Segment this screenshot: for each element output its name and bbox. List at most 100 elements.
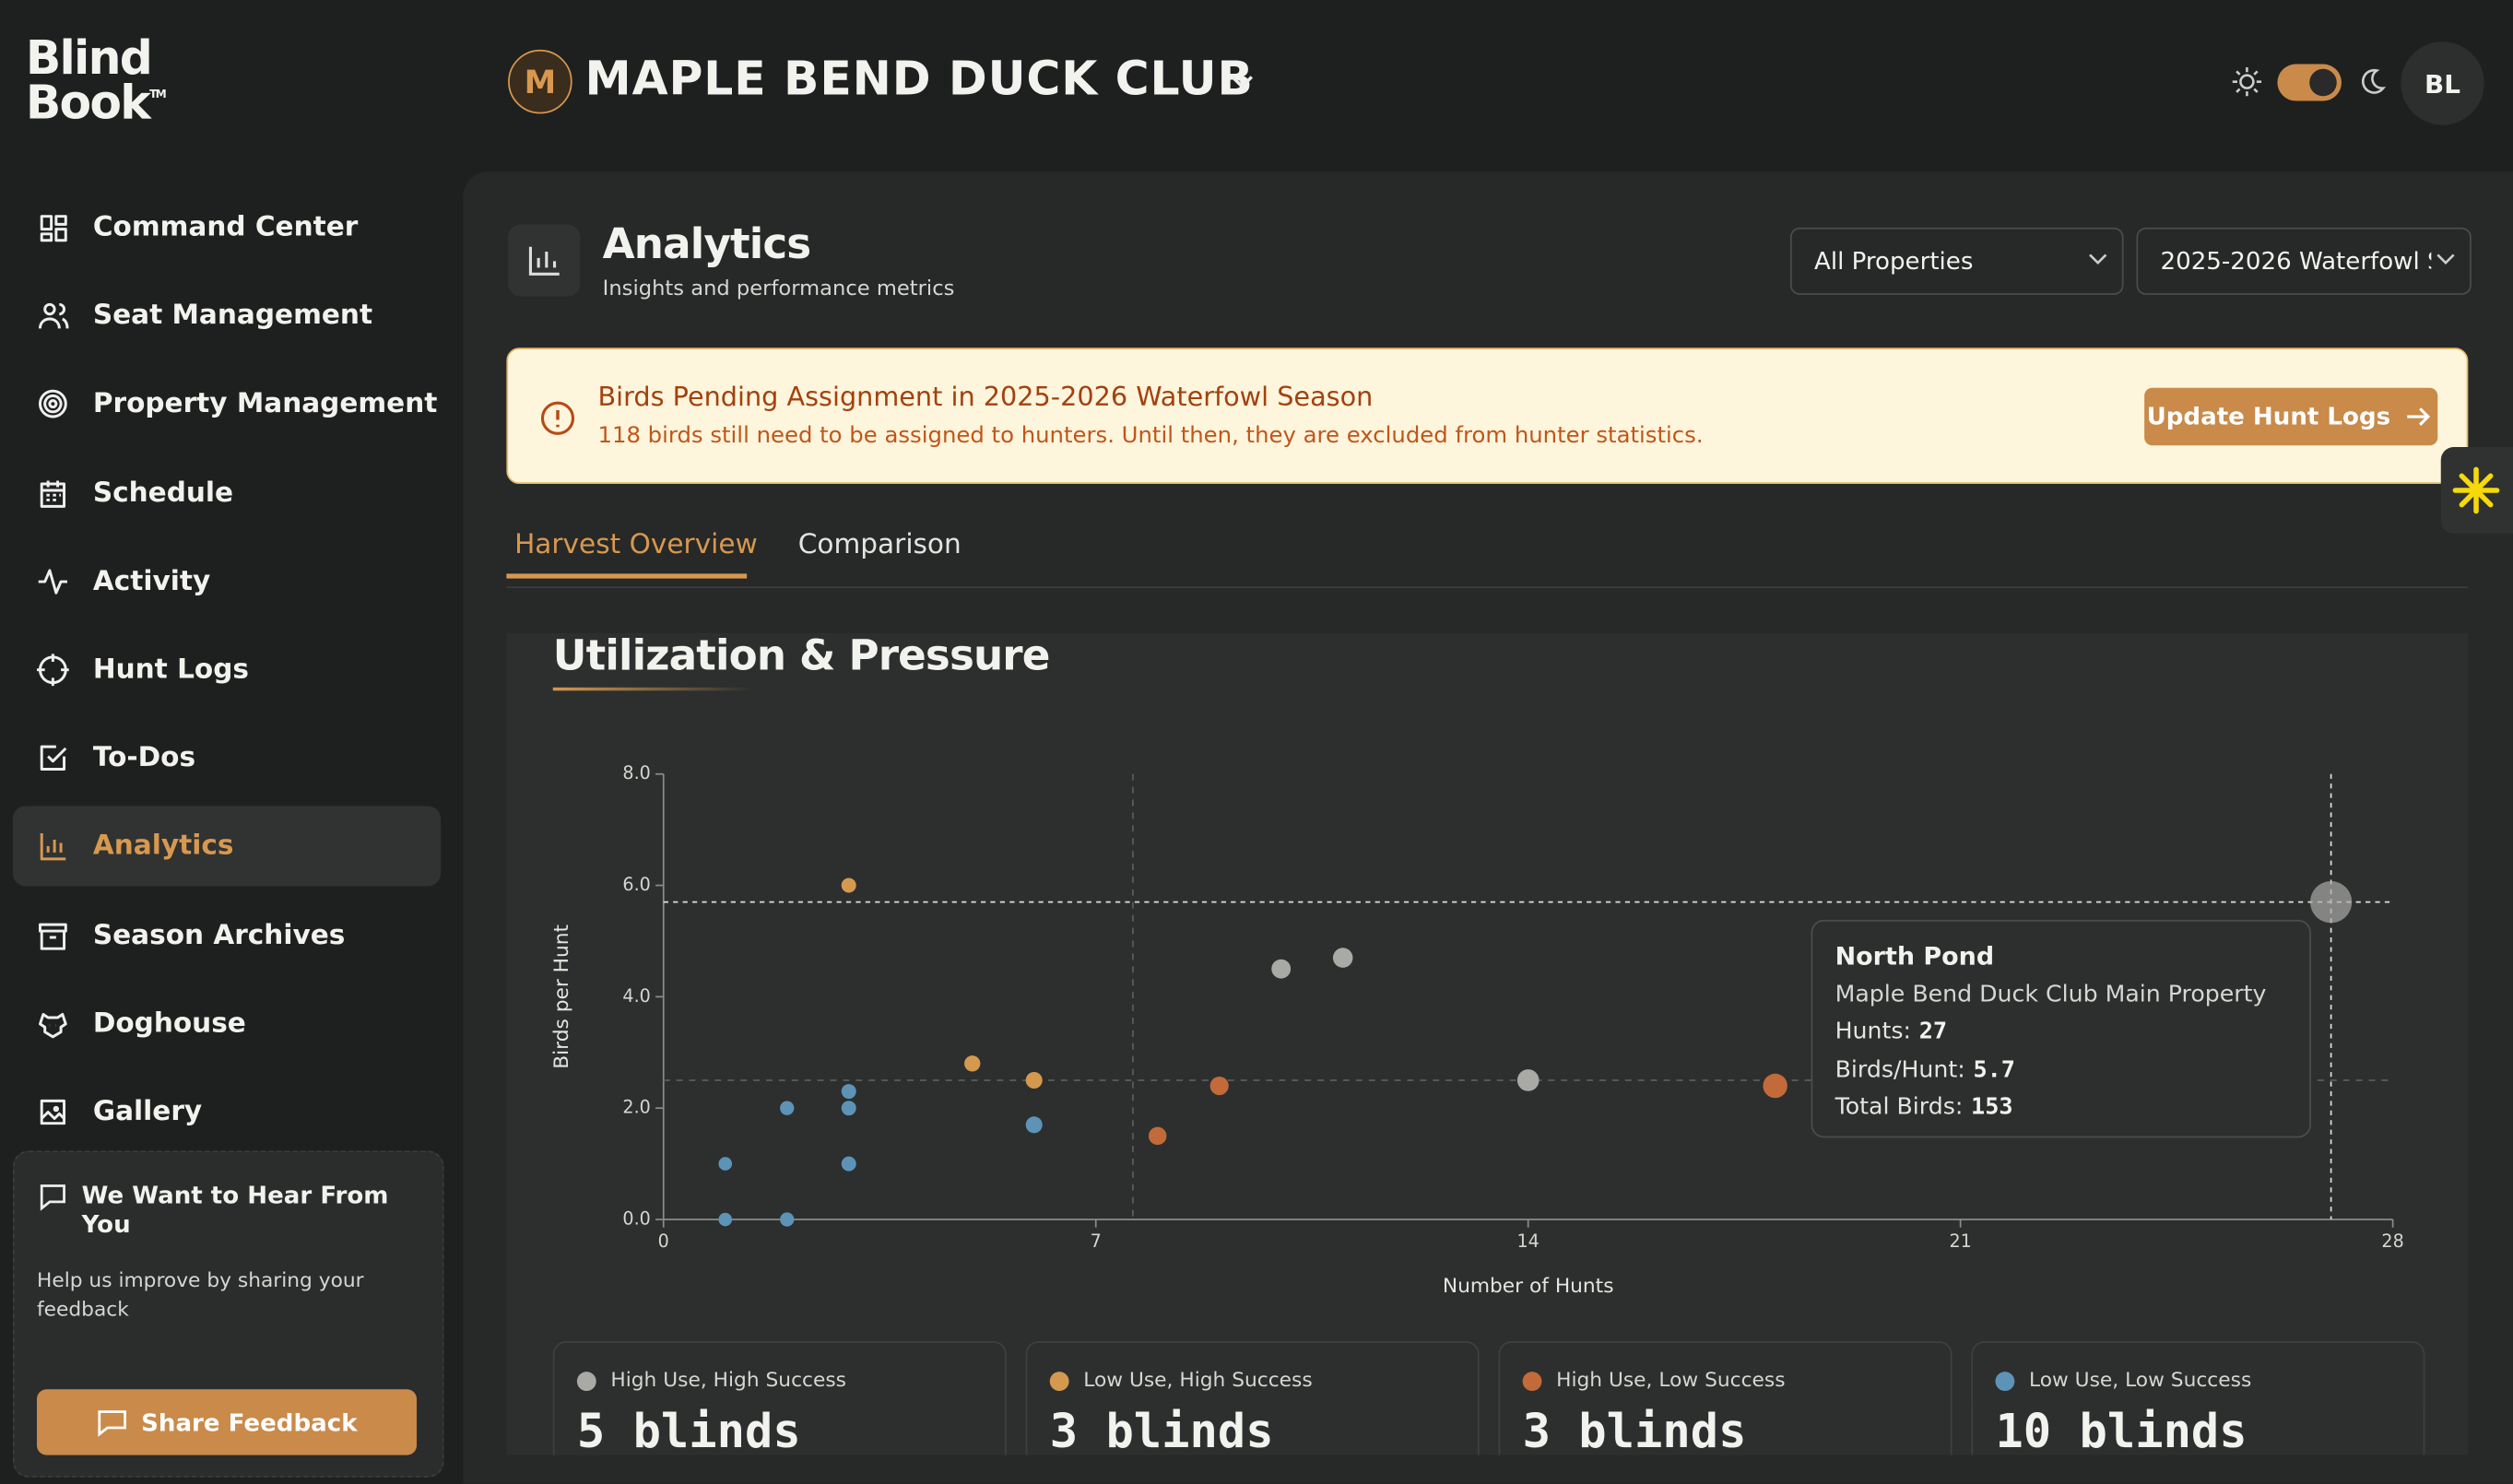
- nav-item[interactable]: Hunt Logs: [13, 630, 441, 710]
- icon: [40, 1184, 65, 1211]
- icon-path: [40, 479, 66, 508]
- legend-card: Low Use, High Success 3 blinds: [1025, 1341, 1480, 1455]
- tooltip: North Pond Maple Bend Duck Club Main Pro…: [1811, 919, 2311, 1138]
- dropdown-label: All Properties: [1814, 246, 1974, 277]
- x-tick-label: 28: [2381, 1231, 2403, 1252]
- point: [1209, 1076, 1229, 1096]
- nav-item[interactable]: Season Archives: [13, 895, 441, 975]
- tab-separator: [506, 586, 2469, 589]
- nav-item[interactable]: Schedule: [13, 453, 441, 533]
- legend-card: Low Use, Low Success 10 blinds: [1971, 1341, 2425, 1455]
- tab[interactable]: Harvest Overview: [514, 528, 758, 561]
- nav-item[interactable]: Command Center: [13, 187, 441, 267]
- dropdown[interactable]: All Properties: [1789, 227, 2124, 295]
- banner-text: 118 birds still need to be assigned to h…: [597, 422, 1704, 449]
- x-tick-label: 0: [658, 1231, 669, 1252]
- nav-item[interactable]: Property Management: [13, 364, 441, 444]
- nav-item[interactable]: Doghouse: [13, 983, 441, 1064]
- nav-icon: [38, 569, 68, 595]
- moon-icon: [2361, 68, 2387, 94]
- sun-icon: [2232, 67, 2262, 97]
- nav-icon: [36, 654, 69, 687]
- feedback-title: We Want to Hear From You: [81, 1181, 389, 1239]
- icon-path: [40, 833, 66, 862]
- tab[interactable]: Comparison: [797, 528, 962, 561]
- x-tick-label: 21: [1949, 1231, 1971, 1252]
- nav-icon: [40, 1099, 66, 1125]
- point: [1763, 1073, 1787, 1099]
- point: [841, 1101, 856, 1116]
- point: [1148, 1126, 1167, 1146]
- tooltip-label: Hunts:: [1835, 1019, 1912, 1045]
- page-title: Analytics: [602, 220, 811, 270]
- tooltip-row: Birds/Hunt: 5.7: [1835, 1052, 2287, 1089]
- legend-name: Low Use, Low Success: [2028, 1366, 2252, 1392]
- tooltip-value: 153: [1971, 1094, 2013, 1121]
- legend-name: Low Use, High Success: [1083, 1366, 1313, 1392]
- nav-item[interactable]: Activity: [13, 541, 441, 621]
- scatter-chart: 0.0 2.0 4.0 6.0 8.0 0 7 14 21 28 Number of Hunts Bi…: [550, 762, 2404, 1298]
- chart-card: Utilization & Pressure 0.0 2.0 4.0 6.0 8.0 0 7…: [506, 632, 2469, 1455]
- title-underline: [552, 687, 754, 691]
- tooltip-label: Total Birds:: [1835, 1094, 1964, 1121]
- point: [1025, 1071, 1043, 1089]
- club-initial: M: [524, 62, 557, 101]
- logo-tm: TM: [149, 88, 167, 101]
- nav-label: Doghouse: [92, 1007, 246, 1040]
- nav-item[interactable]: Gallery: [13, 1072, 441, 1152]
- nav-item[interactable]: Analytics: [12, 807, 442, 888]
- icon-path: [38, 1012, 67, 1038]
- x-tick-label: 14: [1517, 1231, 1540, 1252]
- share-feedback-button[interactable]: Share Feedback: [36, 1389, 418, 1455]
- nav-icon: [38, 303, 69, 329]
- icon-path: [40, 1099, 66, 1125]
- assistant-button[interactable]: [2440, 447, 2513, 534]
- point: [1025, 1116, 1043, 1134]
- theme-toggle[interactable]: [2277, 64, 2342, 101]
- point: [841, 1084, 856, 1100]
- dropdown[interactable]: 2025-2026 Waterfowl S: [2136, 227, 2472, 295]
- point: [1516, 1069, 1540, 1091]
- point: [841, 1156, 856, 1172]
- point: [1271, 959, 1292, 979]
- point: [780, 1101, 795, 1115]
- club-avatar[interactable]: M: [508, 49, 572, 114]
- tab-underline: [506, 573, 748, 579]
- legend-count: 5 blinds: [576, 1403, 801, 1455]
- y-tick-label: 2.0: [622, 1097, 650, 1118]
- dropdown-label: 2025-2026 Waterfowl S: [2160, 246, 2432, 277]
- nav-item[interactable]: To-Dos: [13, 718, 441, 798]
- user-avatar[interactable]: BL: [2401, 41, 2484, 125]
- nav-label: Analytics: [92, 830, 234, 864]
- logo: Blind Book TM: [26, 34, 167, 125]
- chevron-path: [2436, 253, 2455, 265]
- y-tick-label: 4.0: [622, 985, 650, 1007]
- tooltip-title: North Pond: [1835, 942, 1995, 972]
- icon-path: [40, 215, 67, 242]
- legend-name: High Use, Low Success: [1556, 1366, 1786, 1392]
- nav-icon: [39, 390, 67, 419]
- nav-label: Seat Management: [92, 300, 373, 333]
- icon-path: [40, 745, 67, 771]
- club-name[interactable]: MAPLE BEND DUCK CLUB: [584, 51, 1254, 106]
- legend-dot: [1049, 1372, 1069, 1392]
- tooltip-row: Hunts: 27: [1835, 1014, 2287, 1052]
- nav-icon: [40, 479, 66, 508]
- chart-title: Utilization & Pressure: [552, 632, 1051, 681]
- nav-item[interactable]: Seat Management: [13, 276, 441, 356]
- tooltip-value: 27: [1918, 1019, 1948, 1045]
- point: [718, 1212, 733, 1227]
- chevron-path: [2089, 253, 2107, 265]
- chevron[interactable]: [1228, 70, 1256, 92]
- point: [780, 1212, 795, 1227]
- button-label: Update Hunt Logs: [2146, 402, 2391, 431]
- nav-label: Hunt Logs: [92, 654, 249, 687]
- nav-icon: [38, 1012, 67, 1038]
- nav-icon: [40, 745, 67, 771]
- nav-label: Property Management: [92, 388, 438, 421]
- nav-label: Command Center: [92, 211, 359, 244]
- legend-dot: [1522, 1372, 1542, 1392]
- point: [718, 1157, 733, 1171]
- update-hunt-logs-button[interactable]: Update Hunt Logs: [2144, 387, 2438, 446]
